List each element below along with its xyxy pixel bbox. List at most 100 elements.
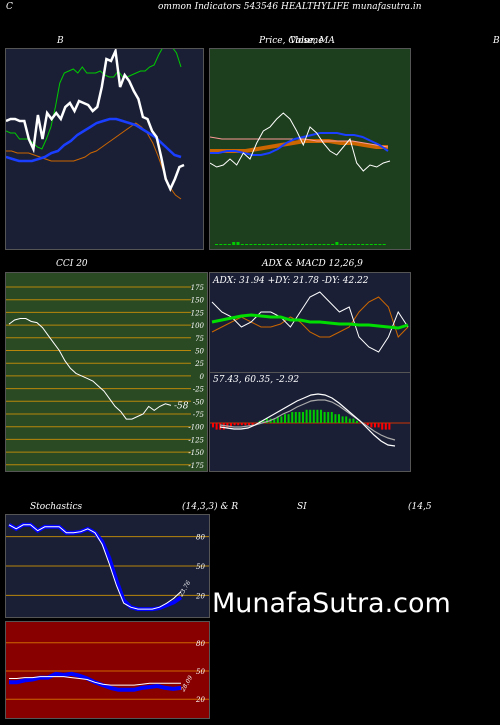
macd-hist-bar: [219, 423, 222, 430]
chart-b-panel: [5, 48, 204, 250]
chart-adx-panel: ADX: 31.94 +DY: 21.78 -DY: 42.22: [209, 272, 411, 373]
cci-tick-label: -50: [193, 398, 205, 406]
price-volume-bar: [288, 244, 292, 245]
adx-orange-line: [211, 296, 409, 338]
cci-tick-label: 25: [194, 360, 204, 368]
price-volume-bar: [296, 244, 300, 245]
macd-hist-bar: [312, 409, 315, 423]
price-volume-bar: [240, 244, 244, 245]
watermark: MunafaSutra.com: [212, 588, 451, 619]
macd-hist-bar: [240, 423, 243, 426]
price-volume-bar: [344, 244, 347, 245]
price-volume-bar: [305, 244, 309, 245]
cci-tick-label: -175: [188, 462, 204, 470]
chart-b-svg: [6, 49, 185, 200]
macd-hist-bar: [388, 423, 391, 430]
chart-adx-title: ADX & MACD 12,26,9: [262, 259, 363, 269]
macd-hist-bar: [298, 412, 301, 423]
price-white-line: [210, 112, 391, 172]
macd-hist-bar: [230, 423, 232, 428]
macd-hist-bar: [284, 414, 286, 423]
cci-tick-label: 100: [191, 322, 205, 330]
chart-si-panel: 80 50 20 28.09: [5, 621, 210, 719]
macd-hist-bar: [327, 412, 330, 423]
b-blue-inner: [6, 118, 182, 162]
cci-tick-label: 50: [195, 348, 204, 356]
macd-hist-bar: [374, 423, 376, 428]
macd-signal-line: [219, 399, 396, 441]
macd-hist-bar: [222, 423, 225, 430]
macd-hist-bar: [352, 418, 355, 423]
price-volume-bar: [322, 244, 326, 245]
price-volume-bar: [245, 244, 249, 245]
macd-hist-bar: [212, 423, 214, 428]
cci-tick-label: -75: [193, 411, 205, 419]
chart-si-title: SI: [297, 502, 307, 512]
price-volume-bar: [215, 244, 218, 245]
price-volume-bar: [262, 244, 266, 245]
chart-adx-readout: ADX: 31.94 +DY: 21.78 -DY: 42.22: [213, 276, 369, 286]
chart-cci-title: CCI 20: [56, 259, 88, 269]
price-volume-bar: [266, 244, 270, 245]
cci-tick-label: 125: [191, 309, 205, 317]
macd-hist-bar: [291, 412, 294, 423]
cci-tick-label: -100: [188, 424, 204, 432]
macd-hist-bar: [338, 414, 340, 423]
macd-hist-bar: [356, 420, 358, 423]
price-volume-bar: [374, 244, 378, 245]
price-volume-bar: [352, 244, 356, 245]
stoch-tick-label: 50: [196, 563, 205, 571]
price-volume-bar: [365, 244, 369, 245]
macd-hist-bar: [262, 420, 265, 423]
macd-hist-bar: [248, 423, 250, 426]
macd-hist-bar: [384, 423, 387, 430]
macd-hist-bar: [381, 423, 384, 430]
macd-hist-bar: [348, 418, 351, 423]
macd-hist-bar: [266, 418, 268, 423]
cci-value-label: -58: [174, 401, 189, 411]
macd-hist-bar: [226, 423, 229, 428]
cci-tick-label: -150: [188, 449, 204, 457]
chart-price-title: Price, Close, MA: [259, 36, 335, 46]
macd-hist-bar: [334, 414, 337, 423]
stoch-blue-line: [8, 522, 183, 612]
b-white-line: [6, 49, 185, 192]
price-volume-bar: [356, 244, 360, 245]
cci-tick-label: 0: [200, 373, 205, 381]
macd-hist-bar: [237, 423, 240, 426]
macd-hist-bar: [377, 423, 380, 428]
chart-stoch-panel: 80 50 20 23.76: [5, 514, 210, 618]
chart-adx-svg: [211, 291, 409, 353]
price-volume-bar: [378, 244, 382, 245]
chart-price-panel: [209, 48, 411, 250]
macd-hist-bar: [294, 412, 297, 423]
price-volume-bar: [313, 244, 317, 245]
macd-hist-bar: [302, 412, 304, 423]
cci-tick-label: 150: [191, 297, 205, 305]
price-volume-bar: [339, 244, 343, 245]
macd-hist-bar: [233, 423, 236, 426]
header-title: ommon Indicators 543546 HEALTHYLIFE muna…: [158, 2, 422, 12]
macd-hist-bar: [316, 409, 319, 423]
si-tick-label: 50: [196, 668, 205, 676]
price-volume-bar: [249, 244, 253, 245]
cci-tick-label: -125: [188, 436, 204, 444]
si-value-label: 28.09: [179, 674, 194, 693]
price-volume-bar: [292, 244, 296, 245]
stoch-tick-label: 80: [196, 534, 205, 542]
price-blue-line: [210, 132, 389, 156]
macd-hist-bar: [341, 416, 344, 423]
b-orange-line: [6, 122, 182, 200]
price-volume-bar: [253, 244, 257, 245]
chart-macd-panel: 57.43, 60.35, -2.92: [209, 372, 411, 472]
stoch-tick-label: 20: [195, 592, 205, 600]
cci-tick-label: 175: [191, 284, 205, 292]
macd-hist-bar: [330, 412, 333, 423]
header-right-char: B: [493, 36, 500, 46]
macd-hist-bar: [280, 416, 283, 423]
price-volume-bar: [331, 244, 335, 245]
chart-cci-panel: 175 150 125 100 75 50 25 0 -25 -50 -75 -100 -125 -150…: [5, 272, 208, 472]
macd-hist-bar: [276, 416, 279, 423]
adx-white-line: [211, 291, 409, 353]
price-volume-bar: [326, 244, 330, 245]
